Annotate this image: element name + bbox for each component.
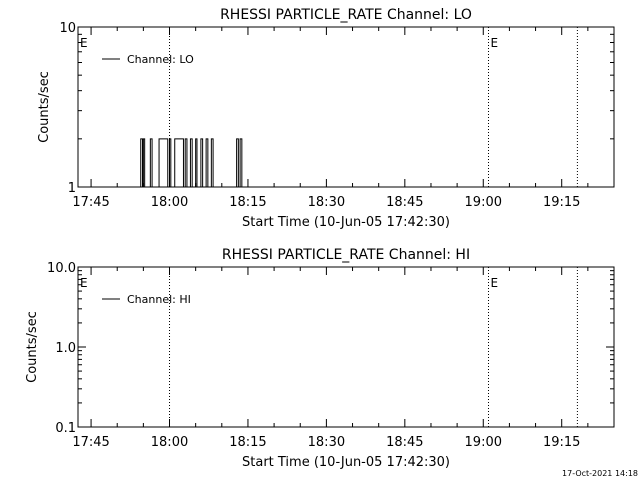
footer-timestamp: 17-Oct-2021 14:18 [562, 469, 638, 478]
chart-panel-lo: RHESSI PARTICLE_RATE Channel: LO Start Ti… [37, 7, 615, 230]
y-tick-label: 0.1 [55, 421, 76, 436]
plot-frame [77, 26, 615, 188]
y-tick-label: 1 [68, 181, 76, 196]
y-tick-label: 10.0 [47, 261, 76, 276]
chart-title: RHESSI PARTICLE_RATE Channel: LO [220, 7, 472, 23]
legend-entry: Channel: LO [127, 53, 194, 66]
chart-title: RHESSI PARTICLE_RATE Channel: HI [222, 247, 470, 263]
y-axis-label: Counts/sec [37, 71, 52, 143]
event-marker-label: E [80, 36, 88, 50]
event-marker-label: E [80, 276, 88, 290]
y-tick-label: 1.0 [55, 341, 76, 356]
legend-entry: Channel: HI [127, 293, 191, 306]
x-tick-label: 19:00 [465, 195, 502, 210]
x-tick-label: 19:15 [543, 435, 580, 450]
x-tick-label: 18:15 [229, 195, 266, 210]
x-tick-label: 18:00 [151, 195, 188, 210]
event-marker-label: E [490, 36, 498, 50]
x-tick-label: 18:30 [308, 195, 345, 210]
event-marker-label: E [490, 276, 498, 290]
x-tick-label: 18:00 [151, 435, 188, 450]
y-tick-label: 10 [59, 21, 76, 36]
x-tick-label: 18:45 [386, 435, 423, 450]
x-axis-label: Start Time (10-Jun-05 17:42:30) [242, 455, 450, 470]
x-tick-label: 19:15 [543, 195, 580, 210]
x-tick-label: 17:45 [72, 195, 109, 210]
plot-frame [77, 266, 615, 428]
x-tick-label: 18:30 [308, 435, 345, 450]
y-axis-label: Counts/sec [25, 311, 40, 383]
x-tick-label: 17:45 [72, 435, 109, 450]
x-tick-label: 18:15 [229, 435, 266, 450]
x-tick-label: 18:45 [386, 195, 423, 210]
x-axis-label: Start Time (10-Jun-05 17:42:30) [242, 215, 450, 230]
series-line [127, 138, 245, 188]
chart-panel-hi: RHESSI PARTICLE_RATE Channel: HI Start Ti… [25, 247, 615, 470]
x-tick-label: 19:00 [465, 435, 502, 450]
